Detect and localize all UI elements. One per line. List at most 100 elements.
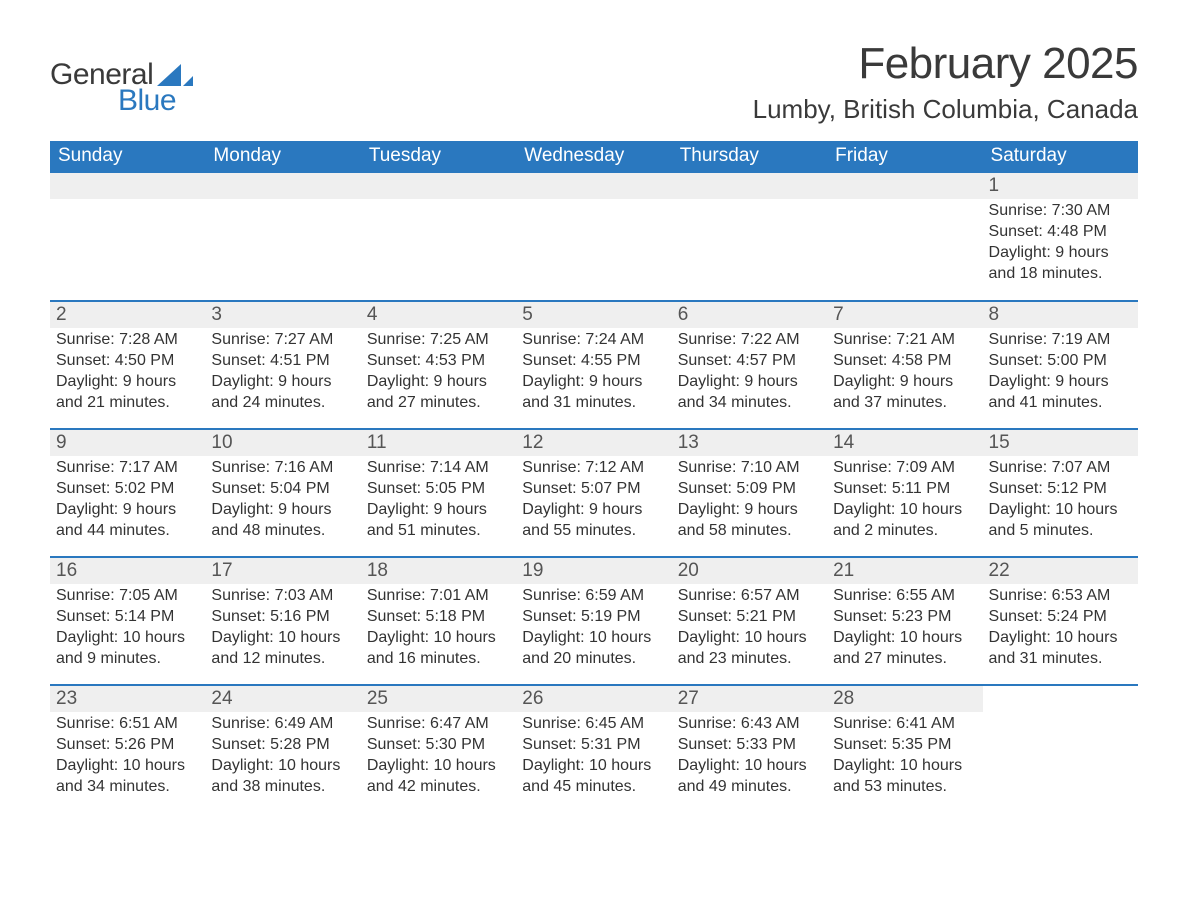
day-number: 9 — [50, 430, 205, 456]
calendar-day-cell: 6Sunrise: 7:22 AMSunset: 4:57 PMDaylight… — [672, 301, 827, 429]
calendar-day-cell: 28Sunrise: 6:41 AMSunset: 5:35 PMDayligh… — [827, 685, 982, 813]
weekday-header-cell: Friday — [827, 141, 982, 173]
weekday-header-cell: Tuesday — [361, 141, 516, 173]
day-body: Sunrise: 7:03 AMSunset: 5:16 PMDaylight:… — [205, 584, 360, 671]
day-number: 26 — [516, 686, 671, 712]
sunset-text: Sunset: 5:33 PM — [678, 735, 823, 756]
sunrise-text: Sunrise: 6:43 AM — [678, 714, 823, 735]
calendar-day-cell: 15Sunrise: 7:07 AMSunset: 5:12 PMDayligh… — [983, 429, 1138, 557]
calendar-week-row: 2Sunrise: 7:28 AMSunset: 4:50 PMDaylight… — [50, 301, 1138, 429]
day-number: 27 — [672, 686, 827, 712]
sunset-text: Sunset: 5:02 PM — [56, 479, 201, 500]
day-body: Sunrise: 7:14 AMSunset: 5:05 PMDaylight:… — [361, 456, 516, 543]
calendar-day-cell: 19Sunrise: 6:59 AMSunset: 5:19 PMDayligh… — [516, 557, 671, 685]
blank-daynum-strip — [672, 173, 827, 199]
calendar-day-cell: 8Sunrise: 7:19 AMSunset: 5:00 PMDaylight… — [983, 301, 1138, 429]
day-body: Sunrise: 7:25 AMSunset: 4:53 PMDaylight:… — [361, 328, 516, 415]
daylight-text: Daylight: 10 hours and 53 minutes. — [833, 756, 978, 798]
day-body: Sunrise: 6:49 AMSunset: 5:28 PMDaylight:… — [205, 712, 360, 799]
day-number: 20 — [672, 558, 827, 584]
daylight-text: Daylight: 9 hours and 31 minutes. — [522, 372, 667, 414]
calendar-blank-cell — [516, 173, 671, 301]
day-number: 6 — [672, 302, 827, 328]
sunset-text: Sunset: 5:30 PM — [367, 735, 512, 756]
day-body: Sunrise: 7:30 AMSunset: 4:48 PMDaylight:… — [983, 199, 1138, 286]
sunrise-text: Sunrise: 6:51 AM — [56, 714, 201, 735]
daylight-text: Daylight: 9 hours and 55 minutes. — [522, 500, 667, 542]
sunset-text: Sunset: 5:12 PM — [989, 479, 1134, 500]
sunrise-text: Sunrise: 7:16 AM — [211, 458, 356, 479]
sunset-text: Sunset: 4:48 PM — [989, 222, 1134, 243]
sunrise-text: Sunrise: 6:45 AM — [522, 714, 667, 735]
weekday-header-cell: Thursday — [672, 141, 827, 173]
sunrise-text: Sunrise: 7:30 AM — [989, 201, 1134, 222]
blank-daynum-strip — [827, 173, 982, 199]
calendar-week-row: 23Sunrise: 6:51 AMSunset: 5:26 PMDayligh… — [50, 685, 1138, 813]
sunrise-text: Sunrise: 7:14 AM — [367, 458, 512, 479]
daylight-text: Daylight: 9 hours and 44 minutes. — [56, 500, 201, 542]
sunset-text: Sunset: 5:07 PM — [522, 479, 667, 500]
day-body: Sunrise: 7:19 AMSunset: 5:00 PMDaylight:… — [983, 328, 1138, 415]
sunset-text: Sunset: 5:05 PM — [367, 479, 512, 500]
day-body: Sunrise: 6:41 AMSunset: 5:35 PMDaylight:… — [827, 712, 982, 799]
day-body: Sunrise: 7:21 AMSunset: 4:58 PMDaylight:… — [827, 328, 982, 415]
sunrise-text: Sunrise: 7:19 AM — [989, 330, 1134, 351]
calendar-week-row: 16Sunrise: 7:05 AMSunset: 5:14 PMDayligh… — [50, 557, 1138, 685]
day-body: Sunrise: 7:24 AMSunset: 4:55 PMDaylight:… — [516, 328, 671, 415]
daylight-text: Daylight: 9 hours and 24 minutes. — [211, 372, 356, 414]
daylight-text: Daylight: 9 hours and 41 minutes. — [989, 372, 1134, 414]
day-body: Sunrise: 7:17 AMSunset: 5:02 PMDaylight:… — [50, 456, 205, 543]
sunrise-text: Sunrise: 7:07 AM — [989, 458, 1134, 479]
daylight-text: Daylight: 9 hours and 18 minutes. — [989, 243, 1134, 285]
day-number: 25 — [361, 686, 516, 712]
day-number: 28 — [827, 686, 982, 712]
sunset-text: Sunset: 5:23 PM — [833, 607, 978, 628]
day-number: 1 — [983, 173, 1138, 199]
weekday-header-cell: Wednesday — [516, 141, 671, 173]
daylight-text: Daylight: 9 hours and 34 minutes. — [678, 372, 823, 414]
daylight-text: Daylight: 9 hours and 58 minutes. — [678, 500, 823, 542]
calendar-blank-cell — [672, 173, 827, 301]
calendar-week-row: 1Sunrise: 7:30 AMSunset: 4:48 PMDaylight… — [50, 173, 1138, 301]
calendar-blank-cell — [361, 173, 516, 301]
sunset-text: Sunset: 5:14 PM — [56, 607, 201, 628]
daylight-text: Daylight: 10 hours and 49 minutes. — [678, 756, 823, 798]
sunrise-text: Sunrise: 7:12 AM — [522, 458, 667, 479]
sunrise-text: Sunrise: 7:27 AM — [211, 330, 356, 351]
calendar-day-cell: 9Sunrise: 7:17 AMSunset: 5:02 PMDaylight… — [50, 429, 205, 557]
day-number: 3 — [205, 302, 360, 328]
calendar-day-cell: 25Sunrise: 6:47 AMSunset: 5:30 PMDayligh… — [361, 685, 516, 813]
day-number: 4 — [361, 302, 516, 328]
calendar-blank-cell — [205, 173, 360, 301]
calendar-day-cell: 7Sunrise: 7:21 AMSunset: 4:58 PMDaylight… — [827, 301, 982, 429]
calendar-day-cell: 26Sunrise: 6:45 AMSunset: 5:31 PMDayligh… — [516, 685, 671, 813]
calendar-day-cell: 11Sunrise: 7:14 AMSunset: 5:05 PMDayligh… — [361, 429, 516, 557]
sunset-text: Sunset: 5:26 PM — [56, 735, 201, 756]
sunrise-text: Sunrise: 7:17 AM — [56, 458, 201, 479]
daylight-text: Daylight: 10 hours and 42 minutes. — [367, 756, 512, 798]
day-body: Sunrise: 6:53 AMSunset: 5:24 PMDaylight:… — [983, 584, 1138, 671]
daylight-text: Daylight: 10 hours and 45 minutes. — [522, 756, 667, 798]
day-number: 14 — [827, 430, 982, 456]
calendar-day-cell: 17Sunrise: 7:03 AMSunset: 5:16 PMDayligh… — [205, 557, 360, 685]
sunrise-text: Sunrise: 6:59 AM — [522, 586, 667, 607]
day-body: Sunrise: 7:05 AMSunset: 5:14 PMDaylight:… — [50, 584, 205, 671]
daylight-text: Daylight: 10 hours and 5 minutes. — [989, 500, 1134, 542]
sunset-text: Sunset: 5:00 PM — [989, 351, 1134, 372]
day-number: 22 — [983, 558, 1138, 584]
calendar-day-cell: 23Sunrise: 6:51 AMSunset: 5:26 PMDayligh… — [50, 685, 205, 813]
day-body: Sunrise: 6:45 AMSunset: 5:31 PMDaylight:… — [516, 712, 671, 799]
sunrise-text: Sunrise: 7:03 AM — [211, 586, 356, 607]
day-body: Sunrise: 6:57 AMSunset: 5:21 PMDaylight:… — [672, 584, 827, 671]
calendar-blank-cell — [50, 173, 205, 301]
sunrise-text: Sunrise: 7:28 AM — [56, 330, 201, 351]
calendar-day-cell: 27Sunrise: 6:43 AMSunset: 5:33 PMDayligh… — [672, 685, 827, 813]
calendar-day-cell: 2Sunrise: 7:28 AMSunset: 4:50 PMDaylight… — [50, 301, 205, 429]
daylight-text: Daylight: 9 hours and 51 minutes. — [367, 500, 512, 542]
day-body: Sunrise: 6:43 AMSunset: 5:33 PMDaylight:… — [672, 712, 827, 799]
day-body: Sunrise: 6:59 AMSunset: 5:19 PMDaylight:… — [516, 584, 671, 671]
sunset-text: Sunset: 5:31 PM — [522, 735, 667, 756]
sunset-text: Sunset: 4:57 PM — [678, 351, 823, 372]
calendar-table: SundayMondayTuesdayWednesdayThursdayFrid… — [50, 141, 1138, 813]
sunrise-text: Sunrise: 6:47 AM — [367, 714, 512, 735]
